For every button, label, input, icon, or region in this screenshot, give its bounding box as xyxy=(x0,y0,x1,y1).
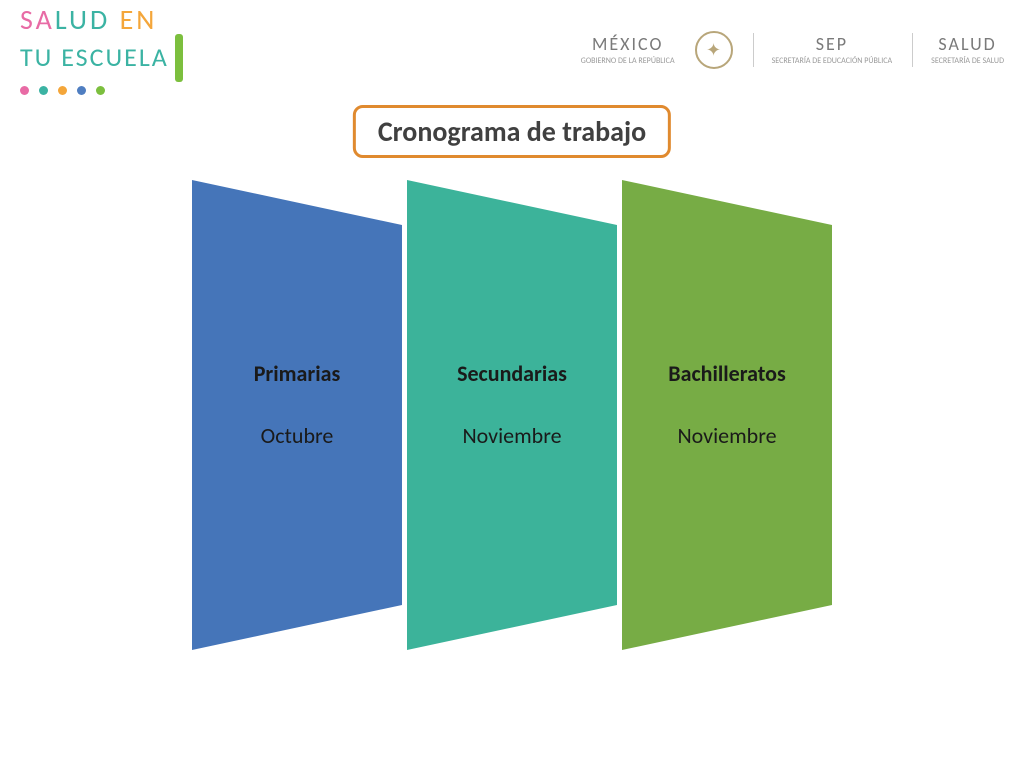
panel-label: Bachilleratos xyxy=(622,360,832,387)
logo-salud: SALUD SECRETARÍA DE SALUD xyxy=(912,33,1004,67)
logo-dot xyxy=(58,86,67,95)
panel-label: Secundarias xyxy=(407,360,617,387)
panel-month: Noviembre xyxy=(407,422,617,449)
gov-logos: MÉXICO GOBIERNO DE LA REPÚBLICA ✦ SEP SE… xyxy=(563,31,1004,69)
logo-mexico: MÉXICO GOBIERNO DE LA REPÚBLICA xyxy=(563,33,675,67)
cronograma-panel: Primarias Octubre xyxy=(192,180,402,650)
logo-sep: SEP SECRETARÍA DE EDUCACIÓN PÚBLICA xyxy=(753,33,893,67)
header: SALUD EN TU ESCUELA MÉXICO GOBIERNO DE L… xyxy=(0,0,1024,100)
logo-dots xyxy=(20,86,183,95)
cronograma-diagram: PrimariasOctubreSecundariasNoviembreBach… xyxy=(192,180,832,650)
panel-label: Primarias xyxy=(192,360,402,387)
program-logo: SALUD EN TU ESCUELA xyxy=(20,6,183,95)
logo-dot xyxy=(77,86,86,95)
seal-icon: ✦ xyxy=(695,31,733,69)
panel-month: Octubre xyxy=(192,422,402,449)
cronograma-panel: Bachilleratos Noviembre xyxy=(622,180,832,650)
panel-month: Noviembre xyxy=(622,422,832,449)
logo-dot xyxy=(96,86,105,95)
logo-line1: SALUD EN xyxy=(20,6,183,34)
logo-dot xyxy=(20,86,29,95)
logo-dot xyxy=(39,86,48,95)
cronograma-panel: Secundarias Noviembre xyxy=(407,180,617,650)
slide-title: Cronograma de trabajo xyxy=(353,105,671,158)
logo-line2: TU ESCUELA xyxy=(20,34,183,82)
